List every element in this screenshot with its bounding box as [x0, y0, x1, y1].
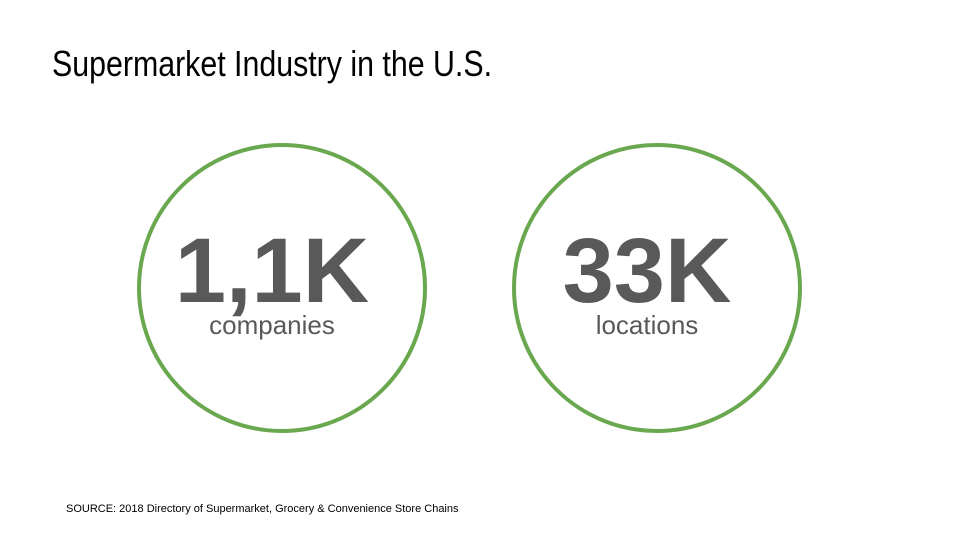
- source-note: SOURCE: 2018 Directory of Supermarket, G…: [66, 503, 459, 515]
- slide-title: Supermarket Industry in the U.S.: [52, 43, 492, 84]
- stat-ring: [137, 143, 427, 433]
- stat-label: companies: [209, 310, 335, 340]
- stat-label: locations: [596, 310, 699, 340]
- stat-value: 33K: [563, 220, 732, 322]
- stat-ring: [512, 143, 802, 433]
- stat-value: 1,1K: [175, 220, 369, 322]
